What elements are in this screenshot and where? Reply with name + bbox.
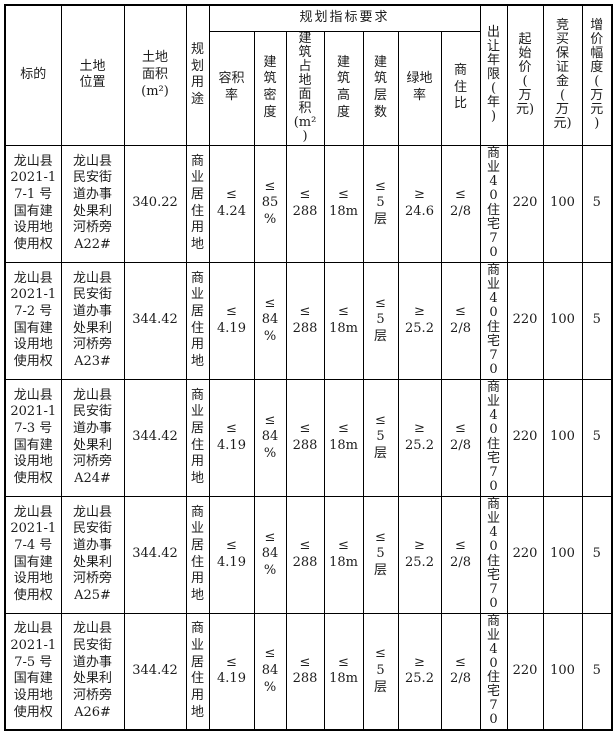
col-header-building-density: 建 筑 密 度 bbox=[253, 30, 287, 146]
cell-building-footprint: ≤ 288 bbox=[285, 261, 325, 380]
cell-building-floors: ≤ 5 层 bbox=[362, 261, 399, 380]
cell-subject: 龙山县 2021-1 7-1 号 国有建 设用地 使用权 bbox=[4, 144, 62, 263]
cell-area: 344.42 bbox=[123, 612, 187, 731]
cell-bid-deposit: 100 bbox=[542, 144, 583, 263]
cell-building-footprint: ≤ 288 bbox=[285, 612, 325, 731]
cell-price-increment: 5 bbox=[581, 378, 613, 497]
col-header-plan-indicators-group: 规划指标要求 bbox=[208, 4, 481, 32]
cell-plot-ratio: ≤ 4.19 bbox=[208, 612, 255, 731]
cell-area: 340.22 bbox=[123, 144, 187, 263]
col-header-building-floors: 建 筑 层 数 bbox=[362, 30, 399, 146]
cell-subject: 龙山县 2021-1 7-5 号 国有建 设用地 使用权 bbox=[4, 612, 62, 731]
cell-building-density: ≤ 84 % bbox=[253, 612, 287, 731]
cell-transfer-term: 商 业 4 0 住 宅 7 0 bbox=[479, 261, 508, 380]
cell-bid-deposit: 100 bbox=[542, 378, 583, 497]
cell-price-increment: 5 bbox=[581, 144, 613, 263]
header-row-top: 标的 土地 位置 土地 面积 (m²) 规 划 用 途 规划指标要求 出 让 年… bbox=[4, 4, 613, 146]
col-header-building-footprint: 建 筑 占 地 面 积 (m² ) bbox=[285, 30, 325, 146]
cell-location: 龙山县 民安街 道办事 处果利 河桥旁 A26# bbox=[60, 612, 125, 731]
cell-subject: 龙山县 2021-1 7-2 号 国有建 设用地 使用权 bbox=[4, 261, 62, 380]
col-header-green-rate: 绿地 率 bbox=[397, 30, 442, 146]
cell-planned-use: 商 业 居 住 用 地 bbox=[185, 495, 210, 614]
cell-starting-price: 220 bbox=[506, 612, 544, 731]
cell-commercial-residential-ratio: ≤ 2/8 bbox=[440, 612, 481, 731]
table-row: 龙山县 2021-1 7-2 号 国有建 设用地 使用权 龙山县 民安街 道办事… bbox=[4, 261, 613, 380]
cell-starting-price: 220 bbox=[506, 144, 544, 263]
cell-planned-use: 商 业 居 住 用 地 bbox=[185, 261, 210, 380]
cell-building-floors: ≤ 5 层 bbox=[362, 612, 399, 731]
cell-building-height: ≤ 18m bbox=[323, 261, 364, 380]
cell-location: 龙山县 民安街 道办事 处果利 河桥旁 A22# bbox=[60, 144, 125, 263]
cell-building-floors: ≤ 5 层 bbox=[362, 495, 399, 614]
cell-building-height: ≤ 18m bbox=[323, 144, 364, 263]
table-row: 龙山县 2021-1 7-1 号 国有建 设用地 使用权 龙山县 民安街 道办事… bbox=[4, 144, 613, 263]
cell-planned-use: 商 业 居 住 用 地 bbox=[185, 144, 210, 263]
cell-starting-price: 220 bbox=[506, 495, 544, 614]
cell-building-footprint: ≤ 288 bbox=[285, 378, 325, 497]
cell-planned-use: 商 业 居 住 用 地 bbox=[185, 612, 210, 731]
table-row: 龙山县 2021-1 7-5 号 国有建 设用地 使用权 龙山县 民安街 道办事… bbox=[4, 612, 613, 731]
cell-building-height: ≤ 18m bbox=[323, 378, 364, 497]
cell-building-density: ≤ 84 % bbox=[253, 261, 287, 380]
cell-building-footprint: ≤ 288 bbox=[285, 495, 325, 614]
cell-price-increment: 5 bbox=[581, 495, 613, 614]
cell-area: 344.42 bbox=[123, 378, 187, 497]
col-header-building-height: 建 筑 高 度 bbox=[323, 30, 364, 146]
cell-building-height: ≤ 18m bbox=[323, 495, 364, 614]
cell-building-density: ≤ 85 % bbox=[253, 144, 287, 263]
cell-price-increment: 5 bbox=[581, 261, 613, 380]
header-row-sub: 容积 率 建 筑 密 度 建 筑 占 地 面 积 (m² ) 建 筑 高 度 建… bbox=[5, 30, 612, 146]
cell-transfer-term: 商 业 4 0 住 宅 7 0 bbox=[479, 612, 508, 731]
cell-building-density: ≤ 84 % bbox=[253, 378, 287, 497]
cell-starting-price: 220 bbox=[506, 378, 544, 497]
cell-building-floors: ≤ 5 层 bbox=[362, 378, 399, 497]
cell-bid-deposit: 100 bbox=[542, 612, 583, 731]
col-header-plot-ratio: 容积 率 bbox=[208, 30, 255, 146]
cell-commercial-residential-ratio: ≤ 2/8 bbox=[440, 495, 481, 614]
cell-green-rate: ≥ 25.2 bbox=[397, 261, 442, 380]
col-header-commercial-residential-ratio: 商 住 比 bbox=[440, 30, 481, 146]
col-header-price-increment: 增 价 幅 度 ( 万 元 ) bbox=[581, 4, 613, 146]
cell-commercial-residential-ratio: ≤ 2/8 bbox=[440, 378, 481, 497]
cell-plot-ratio: ≤ 4.19 bbox=[208, 261, 255, 380]
cell-plot-ratio: ≤ 4.24 bbox=[208, 144, 255, 263]
cell-location: 龙山县 民安街 道办事 处果利 河桥旁 A24# bbox=[60, 378, 125, 497]
cell-plot-ratio: ≤ 4.19 bbox=[208, 495, 255, 614]
cell-building-footprint: ≤ 288 bbox=[285, 144, 325, 263]
cell-area: 344.42 bbox=[123, 495, 187, 614]
cell-commercial-residential-ratio: ≤ 2/8 bbox=[440, 261, 481, 380]
cell-green-rate: ≥ 25.2 bbox=[397, 612, 442, 731]
cell-green-rate: ≥ 24.6 bbox=[397, 144, 442, 263]
col-header-location: 土地 位置 bbox=[60, 4, 125, 146]
cell-green-rate: ≥ 25.2 bbox=[397, 378, 442, 497]
cell-bid-deposit: 100 bbox=[542, 495, 583, 614]
table-row: 龙山县 2021-1 7-4 号 国有建 设用地 使用权 龙山县 民安街 道办事… bbox=[4, 495, 613, 614]
cell-building-density: ≤ 84 % bbox=[253, 495, 287, 614]
cell-transfer-term: 商 业 4 0 住 宅 7 0 bbox=[479, 378, 508, 497]
cell-price-increment: 5 bbox=[581, 612, 613, 731]
cell-green-rate: ≥ 25.2 bbox=[397, 495, 442, 614]
col-header-transfer-term: 出 让 年 限 ( 年 ) bbox=[479, 4, 508, 146]
land-auction-table: 标的 土地 位置 土地 面积 (m²) 规 划 用 途 规划指标要求 出 让 年… bbox=[4, 4, 614, 731]
cell-commercial-residential-ratio: ≤ 2/8 bbox=[440, 144, 481, 263]
cell-subject: 龙山县 2021-1 7-4 号 国有建 设用地 使用权 bbox=[4, 495, 62, 614]
cell-building-height: ≤ 18m bbox=[323, 612, 364, 731]
cell-location: 龙山县 民安街 道办事 处果利 河桥旁 A25# bbox=[60, 495, 125, 614]
col-header-starting-price: 起 始 价 ( 万 元) bbox=[506, 4, 544, 146]
cell-transfer-term: 商 业 4 0 住 宅 7 0 bbox=[479, 495, 508, 614]
table-row: 龙山县 2021-1 7-3 号 国有建 设用地 使用权 龙山县 民安街 道办事… bbox=[4, 378, 613, 497]
cell-plot-ratio: ≤ 4.19 bbox=[208, 378, 255, 497]
col-header-planned-use: 规 划 用 途 bbox=[185, 4, 210, 146]
cell-bid-deposit: 100 bbox=[542, 261, 583, 380]
col-header-bid-deposit: 竞 买 保 证 金 ( 万 元) bbox=[542, 4, 583, 146]
col-header-area: 土地 面积 (m²) bbox=[123, 4, 187, 146]
cell-planned-use: 商 业 居 住 用 地 bbox=[185, 378, 210, 497]
cell-building-floors: ≤ 5 层 bbox=[362, 144, 399, 263]
cell-area: 344.42 bbox=[123, 261, 187, 380]
cell-subject: 龙山县 2021-1 7-3 号 国有建 设用地 使用权 bbox=[4, 378, 62, 497]
cell-transfer-term: 商 业 4 0 住 宅 7 0 bbox=[479, 144, 508, 263]
col-header-subject: 标的 bbox=[4, 4, 62, 146]
cell-location: 龙山县 民安街 道办事 处果利 河桥旁 A23# bbox=[60, 261, 125, 380]
cell-starting-price: 220 bbox=[506, 261, 544, 380]
